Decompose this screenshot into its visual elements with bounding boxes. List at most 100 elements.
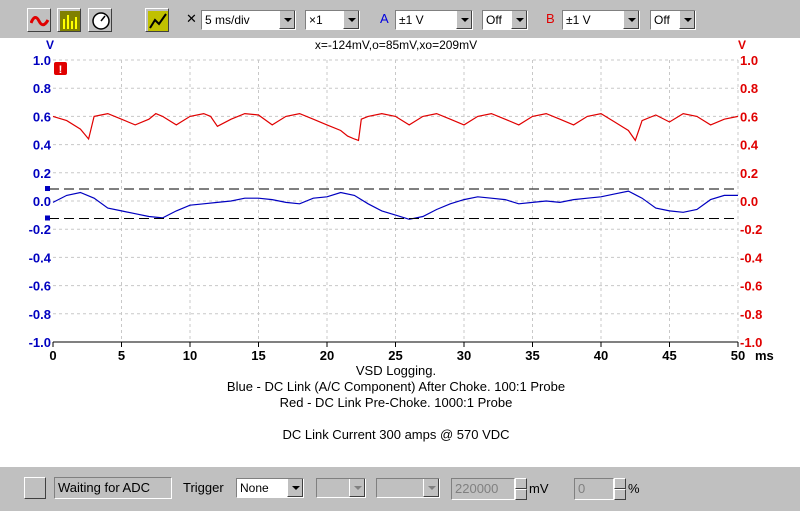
status-bar: Waiting for ADC Trigger None 220000 mV 0…: [0, 466, 800, 511]
y-left-tick-label: 0.0: [33, 194, 51, 209]
caption-line: VSD Logging.: [356, 363, 436, 378]
x-tick-label: 45: [662, 348, 676, 363]
y-right-tick-label: -0.2: [740, 222, 762, 237]
chevron-down-icon[interactable]: [423, 479, 439, 497]
red-trace: [52, 112, 739, 142]
grid: [53, 59, 739, 342]
x-tick-label: 35: [525, 348, 539, 363]
chevron-down-icon[interactable]: [287, 479, 303, 497]
y-left-tick-label: -0.2: [29, 222, 51, 237]
y-left-tick-label: -0.6: [29, 279, 51, 294]
y-right-tick-label: 0.0: [740, 194, 758, 209]
x-tick-label: 10: [183, 348, 197, 363]
channel-b-range-select[interactable]: ±1 V: [562, 10, 640, 30]
axes: 0 5 10 15 20 25 30 35 40 45 50 1.0 0.8 0.6 0.4 0.2 0.0 -0…: [29, 53, 764, 363]
signal-generator-icon: [148, 11, 168, 31]
x-tick-label: 40: [594, 348, 608, 363]
chevron-down-icon[interactable]: [511, 11, 527, 29]
caption-line: Red - DC Link Pre-Choke. 1000:1 Probe: [280, 395, 513, 410]
warning-icon[interactable]: !: [54, 62, 67, 76]
multiplier-value: ×1: [309, 13, 323, 27]
channel-a-label: A: [380, 11, 389, 26]
x-tick-label: 50: [731, 348, 745, 363]
meter-icon: [92, 12, 110, 30]
y-right-tick-label: 1.0: [740, 53, 758, 68]
threshold-input[interactable]: 220000: [451, 478, 515, 500]
close-icon[interactable]: ✕: [186, 11, 197, 26]
timebase-select[interactable]: 5 ms/div: [201, 10, 296, 30]
scope-display[interactable]: 0 5 10 15 20 25 30 35 40 45 50 1.0 0.8 0.6 0.4 0.2 0.0 -0…: [0, 38, 800, 466]
multiplier-select[interactable]: ×1: [305, 10, 360, 30]
cursor-readout: x=-124mV,o=85mV,xo=209mV: [315, 38, 477, 52]
y-right-tick-label: -0.8: [740, 307, 762, 322]
trigger-channel-select[interactable]: [316, 478, 366, 498]
x-tick-label: 30: [457, 348, 471, 363]
x-tick-label: 15: [251, 348, 265, 363]
chevron-down-icon[interactable]: [623, 11, 639, 29]
chevron-down-icon[interactable]: [343, 11, 359, 29]
chevron-down-icon[interactable]: [349, 479, 365, 497]
chevron-down-icon[interactable]: [279, 11, 295, 29]
caption-line: DC Link Current 300 amps @ 570 VDC: [282, 427, 509, 442]
channel-b-label: B: [546, 11, 555, 26]
channel-a-range-value: ±1 V: [399, 13, 424, 27]
spectrum-icon: [60, 11, 80, 31]
y-right-tick-label: 0.2: [740, 166, 758, 181]
spectrum-button[interactable]: [57, 8, 81, 32]
blue-trace: [52, 190, 738, 220]
channel-a-range-select[interactable]: ±1 V: [395, 10, 473, 30]
scope-chart[interactable]: 0 5 10 15 20 25 30 35 40 45 50 1.0 0.8 0.6 0.4 0.2 0.0 -0…: [0, 38, 800, 466]
caption: VSD Logging.Blue - DC Link (A/C Componen…: [227, 363, 565, 442]
trigger-edge-select[interactable]: [376, 478, 440, 498]
cursors[interactable]: [45, 186, 738, 221]
stop-button[interactable]: [24, 477, 46, 499]
x-tick-label: 20: [320, 348, 334, 363]
threshold-spinner[interactable]: [515, 478, 527, 500]
x-tick-label: 25: [388, 348, 402, 363]
pretrigger-input[interactable]: 0: [574, 478, 614, 500]
meter-button[interactable]: [88, 8, 112, 32]
trigger-label: Trigger: [183, 480, 224, 495]
right-axis-unit: V: [738, 38, 746, 52]
cursor-handle: [45, 186, 50, 192]
traces: [52, 112, 739, 220]
y-left-tick-label: -0.8: [29, 307, 51, 322]
y-right-tick-label: -0.4: [740, 250, 763, 265]
toolbar: ✕ 5 ms/div ×1 A ±1 V Off B ±1 V Off: [0, 0, 800, 39]
signal-generator-button[interactable]: [145, 8, 169, 32]
x-axis-unit: ms: [755, 348, 774, 363]
chevron-down-icon[interactable]: [456, 11, 472, 29]
pretrigger-spinner[interactable]: [614, 478, 626, 500]
y-right-tick-label: -0.6: [740, 279, 762, 294]
y-left-tick-label: 0.8: [33, 81, 51, 96]
y-left-tick-label: 0.4: [33, 138, 52, 153]
caption-line: Blue - DC Link (A/C Component) After Cho…: [227, 379, 565, 394]
status-text: Waiting for ADC: [54, 477, 172, 499]
scope-button[interactable]: [27, 8, 51, 32]
y-left-tick-label: -0.4: [29, 250, 52, 265]
y-right-tick-label: 0.4: [740, 138, 759, 153]
svg-text:!: !: [59, 64, 63, 76]
y-left-tick-label: 0.6: [33, 109, 51, 124]
pretrigger-unit: %: [628, 481, 640, 496]
channel-b-range-value: ±1 V: [566, 13, 591, 27]
timebase-value: 5 ms/div: [205, 13, 250, 27]
scope-icon: [30, 11, 50, 31]
y-left-tick-label: -1.0: [29, 335, 51, 350]
y-right-tick-label: -1.0: [740, 335, 762, 350]
channel-b-coupling-select[interactable]: Off: [650, 10, 696, 30]
chevron-down-icon[interactable]: [679, 11, 695, 29]
y-left-tick-label: 1.0: [33, 53, 51, 68]
y-right-tick-label: 0.6: [740, 109, 758, 124]
x-tick-label: 5: [118, 348, 125, 363]
y-right-tick-label: 0.8: [740, 81, 758, 96]
trigger-mode-select[interactable]: None: [236, 478, 304, 498]
cursor-handle: [45, 215, 50, 221]
x-tick-label: 0: [49, 348, 56, 363]
left-axis-unit: V: [46, 38, 54, 52]
channel-b-coupling-value: Off: [654, 13, 670, 27]
channel-a-coupling-value: Off: [486, 13, 502, 27]
trigger-mode-value: None: [240, 481, 269, 495]
channel-a-coupling-select[interactable]: Off: [482, 10, 528, 30]
threshold-unit: mV: [529, 481, 549, 496]
